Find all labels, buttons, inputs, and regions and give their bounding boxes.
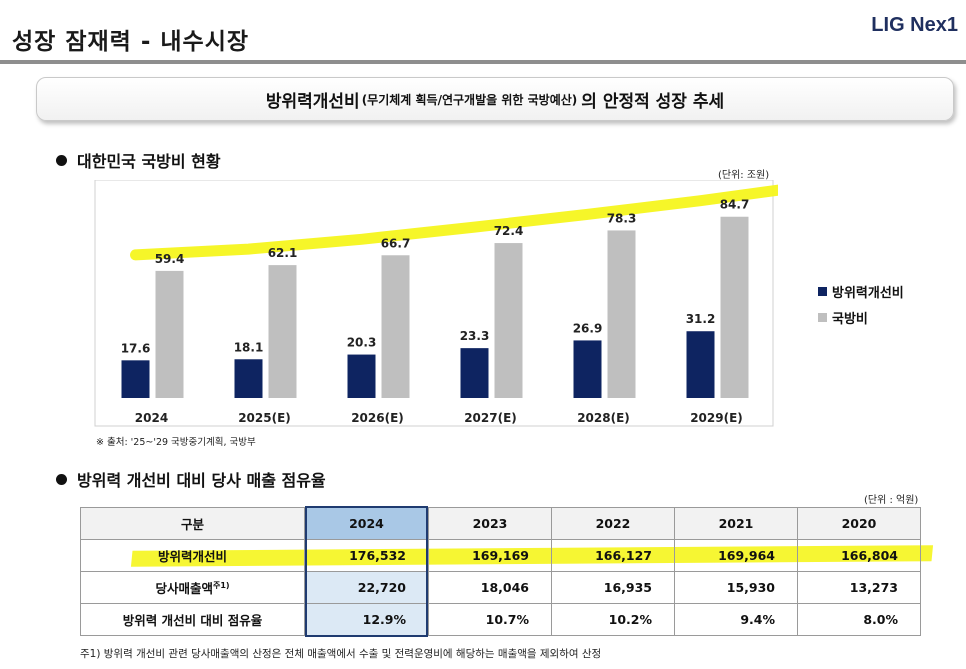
chart-unit-label: (단위: 조원) [718, 170, 770, 181]
share-table: 구분 2024 2023 2022 2021 2020 방위력개선비 176,5… [80, 507, 921, 636]
legend-swatch-series-b [818, 313, 827, 322]
table-cell: 8.0% [797, 603, 921, 636]
banner-sub-text: (무기체계 획득/연구개발을 위한 국방예산) [361, 92, 578, 107]
bar-series-b [720, 216, 749, 398]
section-title-text: 방위력 개선비 대비 당사 매출 점유율 [77, 471, 326, 490]
table-cell: 176,532 [304, 539, 429, 572]
bar-series-b [155, 270, 184, 398]
title-divider [0, 60, 966, 64]
table-cell: 9.4% [674, 603, 798, 636]
row-label: 방위력 개선비 대비 점유율 [80, 603, 305, 636]
x-tick-label: 2024 [135, 411, 168, 425]
banner-main-text: 방위력개선비 [265, 91, 360, 112]
bar-series-a [573, 340, 602, 398]
table-cell: 10.2% [551, 603, 675, 636]
table-cell: 169,169 [428, 539, 552, 572]
table-row: 당사매출액주1) 22,720 18,046 16,935 15,930 13,… [80, 571, 921, 604]
data-label: 66.7 [381, 236, 411, 250]
section-title-defense-budget: 대한민국 국방비 현황 [56, 148, 221, 172]
legend-label-series-b: 국방비 [832, 312, 868, 327]
table-cell: 169,964 [674, 539, 798, 572]
legend-label-series-a: 방위력개선비 [832, 286, 904, 301]
table-row: 방위력개선비 176,532 169,169 166,127 169,964 1… [80, 539, 921, 572]
banner-tail-text: 의 안정적 성장 추세 [581, 91, 725, 112]
x-tick-label: 2029(E) [690, 411, 743, 425]
bullet-icon [56, 473, 67, 485]
data-label: 23.3 [460, 329, 490, 343]
data-label: 84.7 [720, 198, 750, 212]
table-header-cell: 2023 [428, 507, 552, 540]
data-label: 20.3 [347, 336, 377, 350]
page-title: 성장 잠재력 - 내수시장 [12, 29, 250, 55]
bar-series-a [234, 359, 263, 398]
chart-source-note: ※ 출처: '25~'29 국방중기계획, 국방부 [96, 437, 256, 448]
table-header-cell: 2021 [674, 507, 798, 540]
table-cell: 10.7% [428, 603, 552, 636]
bar-series-a [460, 348, 489, 398]
table-header-cell: 2020 [797, 507, 921, 540]
table-header-cell: 2024 [304, 507, 429, 540]
bar-series-b [268, 265, 297, 398]
table-header-cell: 구분 [80, 507, 305, 540]
row-label: 방위력개선비 [80, 539, 305, 572]
table-cell: 166,804 [797, 539, 921, 572]
bullet-icon [56, 154, 67, 166]
row-label-text: 당사매출액 [155, 581, 213, 596]
data-label: 78.3 [607, 211, 637, 225]
bar-series-a [347, 354, 376, 398]
x-tick-label: 2026(E) [351, 411, 404, 425]
data-label: 17.6 [121, 341, 151, 355]
bar-series-a [686, 331, 715, 398]
brand-logo: LIG Nex1 [871, 14, 958, 36]
share-table-wrapper: 구분 2024 2023 2022 2021 2020 방위력개선비 176,5… [80, 507, 921, 636]
bar-series-b [494, 243, 523, 398]
headline-banner: 방위력개선비 (무기체계 획득/연구개발을 위한 국방예산) 의 안정적 성장 … [36, 77, 954, 121]
data-label: 26.9 [573, 321, 603, 335]
bar-series-b [607, 230, 636, 398]
data-label: 18.1 [234, 340, 264, 354]
x-tick-label: 2027(E) [464, 411, 517, 425]
highlighter-stroke [130, 184, 778, 261]
footnote-text: 주1) 방위력 개선비 관련 당사매출액의 산정은 전체 매출액에서 수출 및 … [80, 648, 602, 660]
data-label: 31.2 [686, 312, 716, 326]
table-cell: 16,935 [551, 571, 675, 604]
table-cell: 18,046 [428, 571, 552, 604]
table-header-cell: 2022 [551, 507, 675, 540]
data-label: 72.4 [494, 224, 524, 238]
bar-series-b [381, 255, 410, 398]
bar-series-a [121, 360, 150, 398]
row-label: 당사매출액주1) [80, 571, 305, 604]
x-tick-label: 2028(E) [577, 411, 630, 425]
section-title-market-share: 방위력 개선비 대비 당사 매출 점유율 [56, 467, 326, 491]
x-tick-label: 2025(E) [238, 411, 291, 425]
table-row: 방위력 개선비 대비 점유율 12.9% 10.7% 10.2% 9.4% 8.… [80, 603, 921, 636]
table-unit-label: (단위 : 억원) [864, 495, 919, 506]
table-cell: 166,127 [551, 539, 675, 572]
table-cell: 22,720 [304, 571, 429, 604]
table-cell: 13,273 [797, 571, 921, 604]
legend-item-series-a: 방위력개선비 [818, 282, 904, 301]
footnote-marker: 주1) [212, 580, 230, 590]
plot-frame [94, 180, 774, 427]
legend-swatch-series-a [818, 287, 827, 296]
data-label: 59.4 [155, 252, 185, 266]
table-header-row: 구분 2024 2023 2022 2021 2020 [80, 507, 921, 540]
data-label: 62.1 [268, 246, 298, 260]
table-cell: 15,930 [674, 571, 798, 604]
defense-budget-chart: 17.6 18.1 20.3 23.3 26.9 31.2 59.4 62.1 66.7 72.4… [94, 180, 778, 427]
section-title-text: 대한민국 국방비 현황 [77, 152, 221, 171]
table-cell: 12.9% [304, 603, 429, 636]
legend-item-series-b: 국방비 [818, 308, 868, 327]
